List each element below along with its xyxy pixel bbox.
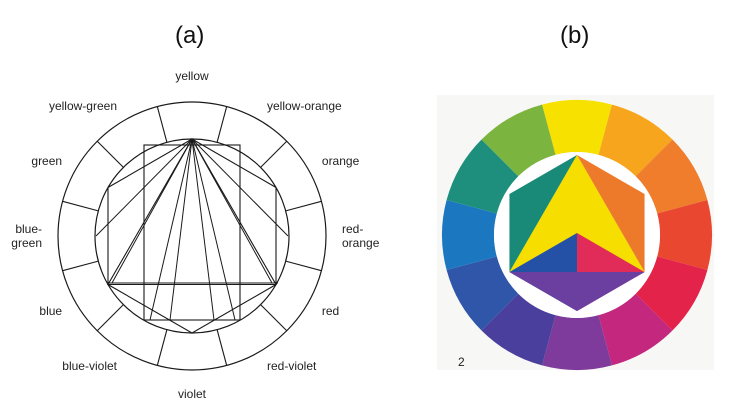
outer-ring	[57, 101, 327, 371]
panel-b-label: (b)	[560, 22, 590, 49]
label-blue-green-line1: blue-	[15, 222, 42, 236]
ring-segment	[598, 293, 673, 366]
label-yellow-orange: yellow-orange	[267, 99, 342, 113]
fan-line	[169, 138, 193, 321]
inner-ring	[94, 138, 290, 334]
ring-segment	[481, 104, 556, 177]
label-red-orange-line1: red-	[342, 222, 363, 236]
inner-hexagon	[107, 138, 277, 334]
ring-segment	[542, 100, 612, 155]
segment-divider	[260, 304, 288, 332]
center-yellow-triangle	[509, 155, 645, 272]
ring-segment	[446, 256, 519, 331]
ring-segment	[446, 139, 519, 214]
label-yellow: yellow	[175, 69, 209, 83]
ring-segment	[657, 200, 712, 270]
ring-segment	[442, 200, 497, 270]
ring-segment	[598, 104, 673, 177]
label-red: red	[322, 304, 339, 318]
segment-divider	[260, 140, 288, 168]
segment-divider	[62, 260, 99, 272]
segment-divider	[62, 200, 99, 212]
segment-divider	[96, 304, 124, 332]
color-wheel-b: 2	[437, 95, 714, 370]
label-orange: orange	[322, 154, 360, 168]
fan-line	[191, 138, 289, 237]
fan-line	[149, 138, 193, 321]
fan-line	[191, 138, 273, 284]
color-wheel-a: yellowyellow-orangeorangered-orangeredre…	[11, 69, 379, 401]
label-blue: blue	[39, 304, 62, 318]
inner-triangle	[107, 137, 277, 286]
label-violet: violet	[178, 387, 207, 401]
ring-segment	[635, 139, 708, 214]
center-violet-triangle	[509, 272, 645, 311]
hex-upper-left	[509, 155, 577, 272]
label-red-orange-line2: orange	[342, 236, 380, 250]
segment-divider	[285, 200, 322, 212]
label-green: green	[31, 154, 62, 168]
segment-divider	[285, 260, 322, 272]
fan-line	[111, 138, 193, 284]
hex-upper-right	[577, 155, 645, 272]
panel-a-label: (a)	[175, 22, 205, 49]
fan-line	[191, 138, 236, 321]
label-blue-violet: blue-violet	[62, 359, 117, 373]
segment-divider	[96, 140, 124, 168]
segment-divider	[156, 106, 168, 143]
label-blue-green-line2: green	[11, 236, 42, 250]
segment-divider	[156, 329, 168, 366]
label-yellow-green: yellow-green	[49, 99, 117, 113]
label-red-violet: red-violet	[267, 359, 317, 373]
fan-line	[95, 138, 193, 237]
ring-segment	[635, 256, 708, 331]
plate-number: 2	[458, 355, 465, 369]
fan-line	[191, 138, 215, 321]
ring-segment	[542, 315, 612, 370]
inner-square	[143, 144, 241, 321]
ring-segment	[481, 293, 556, 366]
segment-divider	[216, 329, 228, 366]
segment-divider	[216, 106, 228, 143]
